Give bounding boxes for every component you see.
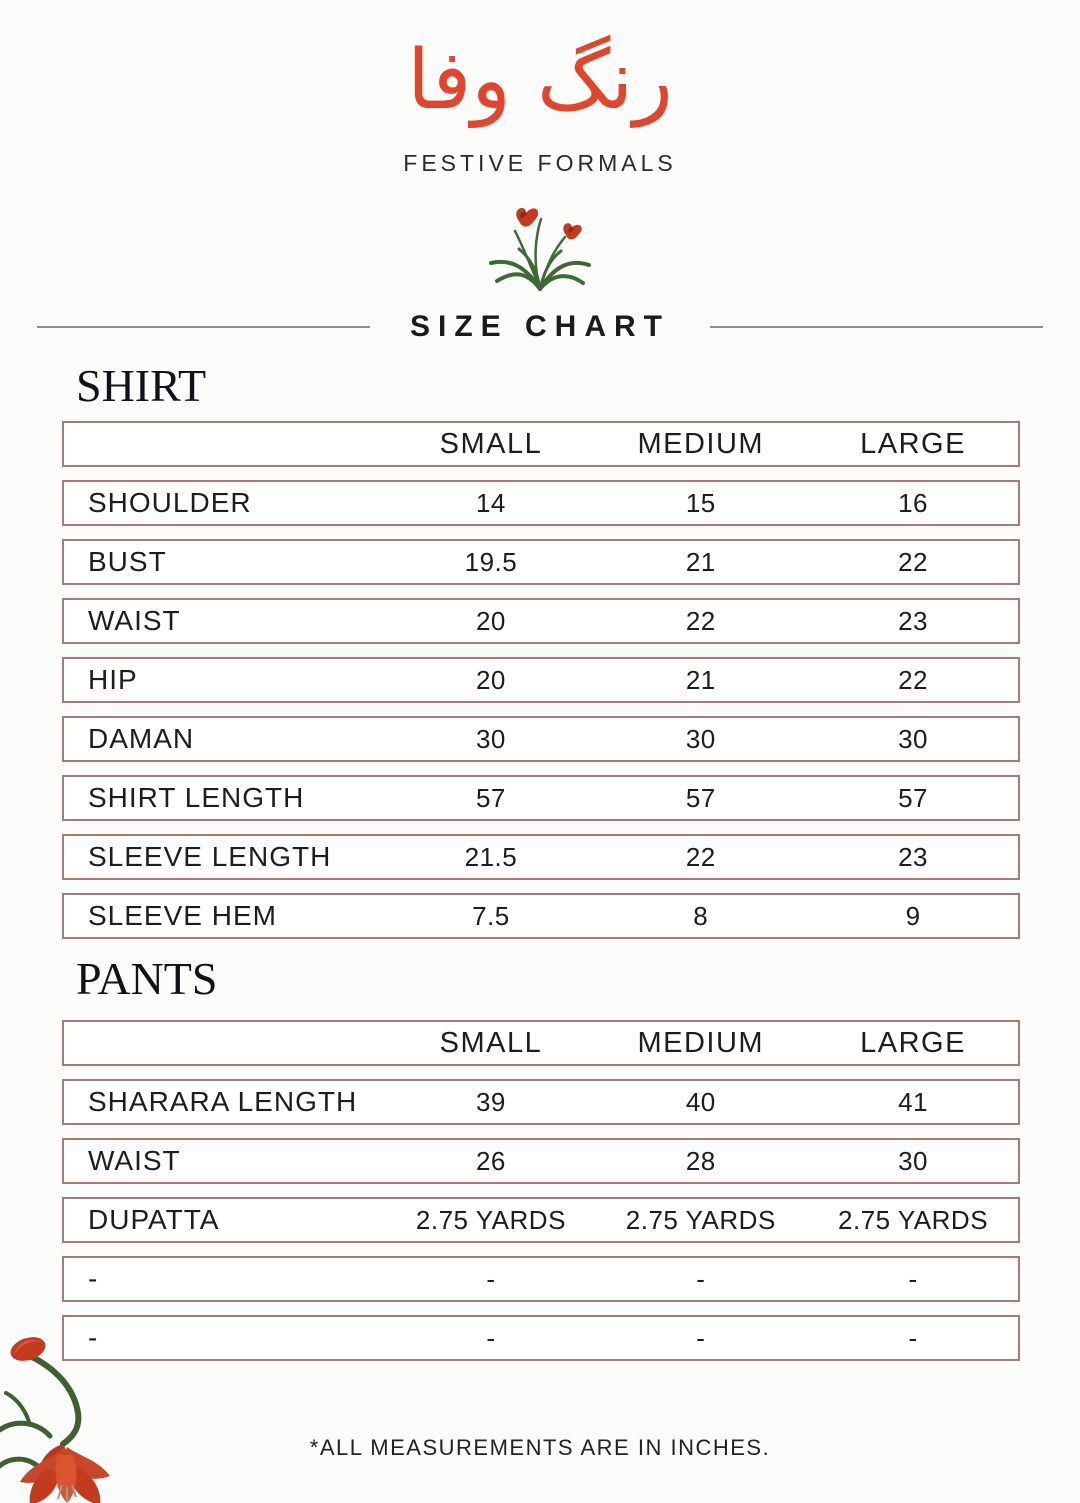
section-title-shirt: SHIRT [76, 360, 207, 411]
row-value-medium: 30 [685, 723, 716, 754]
column-header-small: SMALL [439, 427, 543, 460]
row-value-small: 14 [475, 487, 506, 518]
table-row: HIP 20 21 22 [62, 657, 1020, 703]
column-header-small: SMALL [439, 1026, 543, 1059]
column-header-medium: MEDIUM [637, 427, 765, 460]
table-header-row: SMALL MEDIUM LARGE [62, 421, 1020, 467]
row-label: DUPATTA [88, 1204, 220, 1235]
row-value-large: 9 [905, 900, 921, 931]
row-value-small: 2.75 YARDS [415, 1204, 566, 1235]
row-value-large: 22 [898, 664, 928, 695]
section-title-pants: PANTS [76, 953, 218, 1004]
column-header-medium: MEDIUM [637, 1026, 765, 1059]
row-value-small: 19.5 [464, 546, 518, 577]
table-row: WAIST 26 28 30 [62, 1138, 1020, 1184]
table-row: - - - - [62, 1315, 1020, 1361]
table-row: DAMAN 30 30 30 [62, 716, 1020, 762]
size-chart-heading: SIZE CHART [0, 310, 1080, 343]
table-row: BUST 19.5 21 22 [62, 539, 1020, 585]
row-value-medium: 21 [685, 546, 716, 577]
row-value-small: - [486, 1263, 496, 1294]
table-row: SLEEVE LENGTH 21.5 22 23 [62, 834, 1020, 880]
row-label: DAMAN [88, 723, 195, 754]
row-value-small: 39 [475, 1086, 506, 1117]
row-label: SLEEVE LENGTH [88, 841, 332, 872]
row-value-small: 57 [475, 782, 506, 813]
row-label: SHIRT LENGTH [88, 782, 305, 813]
row-value-medium: 22 [685, 841, 716, 872]
brand-logo-calligraphy: رنگ وفا [407, 33, 673, 128]
pants-size-table: SMALL MEDIUM LARGE SHARARA LENGTH 39 40 … [62, 1020, 1020, 1361]
row-value-large: 30 [898, 1145, 928, 1176]
row-value-medium: 22 [685, 605, 716, 636]
row-label: SHOULDER [88, 487, 252, 518]
row-value-medium: - [696, 1322, 706, 1353]
row-label: - [88, 1263, 99, 1294]
heading-rule-right [710, 326, 1043, 328]
shirt-size-table: SMALL MEDIUM LARGE SHOULDER 14 15 16 BUS… [62, 421, 1020, 939]
row-value-large: 23 [898, 841, 928, 872]
row-value-small: 30 [475, 723, 506, 754]
row-label: BUST [88, 546, 167, 577]
shirt-rows: SHOULDER 14 15 16 BUST 19.5 21 22 WAIST … [62, 480, 1020, 939]
row-value-large: - [908, 1322, 918, 1353]
row-value-large: 22 [898, 546, 928, 577]
table-row: DUPATTA 2.75 YARDS 2.75 YARDS 2.75 YARDS [62, 1197, 1020, 1243]
table-header-row: SMALL MEDIUM LARGE [62, 1020, 1020, 1066]
column-header-large: LARGE [860, 1026, 966, 1059]
flower-ornament-icon [489, 207, 591, 291]
table-row: SHARARA LENGTH 39 40 41 [62, 1079, 1020, 1125]
row-value-large: 16 [898, 487, 928, 518]
row-value-large: - [908, 1263, 918, 1294]
page-title: SIZE CHART [410, 310, 670, 343]
row-value-medium: 15 [685, 487, 716, 518]
row-label: SHARARA LENGTH [88, 1086, 358, 1117]
row-value-small: 26 [475, 1145, 506, 1176]
row-value-small: - [486, 1322, 496, 1353]
row-value-large: 41 [898, 1086, 928, 1117]
row-label: HIP [88, 664, 138, 695]
row-value-medium: 40 [685, 1086, 716, 1117]
row-label: WAIST [88, 1145, 181, 1176]
row-value-small: 7.5 [472, 900, 510, 931]
row-value-medium: 8 [693, 900, 709, 931]
row-value-small: 20 [475, 605, 506, 636]
row-value-medium: 21 [685, 664, 716, 695]
row-label: - [88, 1322, 99, 1353]
table-row: SHIRT LENGTH 57 57 57 [62, 775, 1020, 821]
row-value-large: 57 [898, 782, 928, 813]
measurements-footnote: *ALL MEASUREMENTS ARE IN INCHES. [309, 1435, 771, 1460]
brand-tagline: FESTIVE FORMALS [403, 150, 677, 176]
table-row: - - - - [62, 1256, 1020, 1302]
heading-rule-left [37, 326, 370, 328]
row-value-large: 2.75 YARDS [838, 1204, 989, 1235]
row-value-medium: 28 [685, 1145, 716, 1176]
table-row: SLEEVE HEM 7.5 8 9 [62, 893, 1020, 939]
table-row: WAIST 20 22 23 [62, 598, 1020, 644]
row-value-medium: 2.75 YARDS [625, 1204, 776, 1235]
row-value-small: 21.5 [464, 841, 518, 872]
row-label: WAIST [88, 605, 181, 636]
table-row: SHOULDER 14 15 16 [62, 480, 1020, 526]
row-value-small: 20 [475, 664, 506, 695]
pants-rows: SHARARA LENGTH 39 40 41 WAIST 26 28 30 D… [62, 1079, 1020, 1361]
row-value-medium: - [696, 1263, 706, 1294]
row-value-large: 23 [898, 605, 928, 636]
row-label: SLEEVE HEM [88, 900, 277, 931]
row-value-large: 30 [898, 723, 928, 754]
corner-flower-icon [0, 1337, 110, 1503]
column-header-large: LARGE [860, 427, 966, 460]
row-value-medium: 57 [685, 782, 716, 813]
